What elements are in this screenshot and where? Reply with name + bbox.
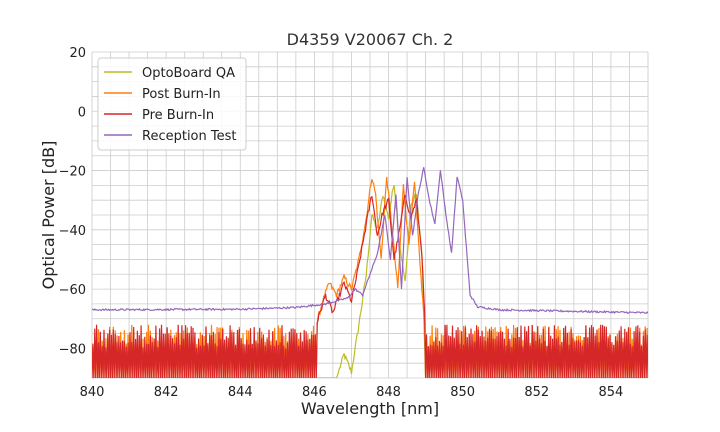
y-tick-label: −20 [59,165,86,180]
y-tick-label: 0 [78,105,86,120]
x-tick-label: 852 [524,385,549,400]
legend-entry-reception-test: Reception Test [104,129,236,144]
y-tick-label: −40 [59,224,86,239]
x-tick-label: 846 [302,385,327,400]
series-layer [92,167,648,378]
series-line-pre-burn-in [92,194,648,378]
y-tick-label: 20 [69,46,86,61]
series-line-reception-test [92,167,648,315]
legend-entry-pre-burn-in: Pre Burn-In [104,108,214,123]
legend-entry-post-burn-in: Post Burn-In [104,87,221,102]
legend-label-post-burn-in: Post Burn-In [142,87,221,102]
grid-horizontal [92,51,648,379]
y-tick-labels: 20 0 −20 −40 −60 −80 [59,46,86,357]
x-tick-labels: 840 842 844 846 848 850 852 854 [80,385,624,400]
x-tick-label: 844 [228,385,253,400]
y-tick-label: −60 [59,283,86,298]
legend-box [97,57,247,151]
x-axis-label: Wavelength [nm] [301,399,439,418]
x-tick-label: 850 [450,385,475,400]
series-line-post-burn-in [92,176,648,378]
y-axis-label: Optical Power [dB] [39,141,58,290]
legend-label-pre-burn-in: Pre Burn-In [142,108,214,123]
x-tick-label: 848 [376,385,401,400]
legend-entry-optoboard-qa: OptoBoard QA [104,66,235,81]
legend-label-optoboard-qa: OptoBoard QA [142,66,235,81]
x-tick-label: 854 [599,385,624,400]
chart-title: D4359 V20067 Ch. 2 [287,30,454,49]
x-tick-label: 842 [154,385,179,400]
legend-label-reception-test: Reception Test [142,129,236,144]
series-line-optoboard-qa [92,185,648,378]
x-tick-label: 840 [80,385,105,400]
y-tick-label: −80 [59,342,86,357]
legend: OptoBoard QA Post Burn-In Pre Burn-In Re… [97,57,247,151]
